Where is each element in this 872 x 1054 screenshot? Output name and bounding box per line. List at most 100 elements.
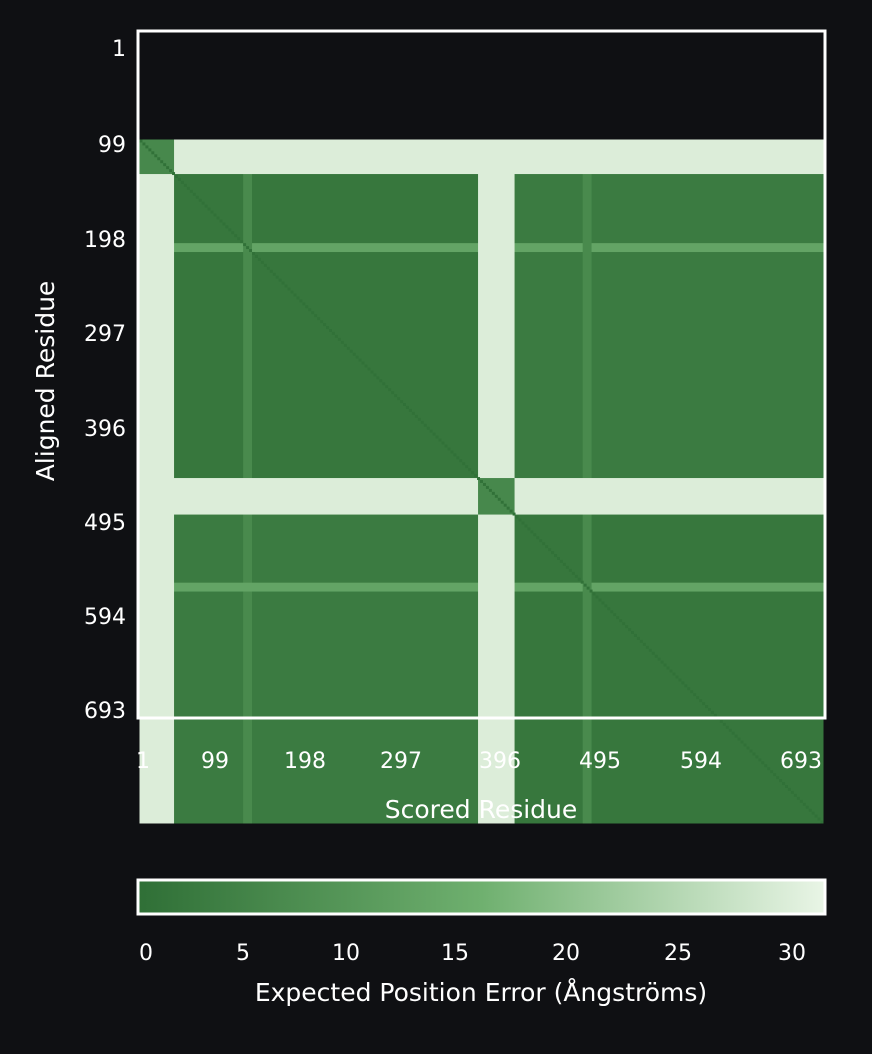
heatmap-diagonal-cell — [373, 373, 377, 377]
heatmap-border — [136, 29, 827, 720]
heatmap-diagonal-cell — [728, 728, 732, 732]
x-tick-label: 495 — [579, 749, 621, 774]
heatmap-diagonal-cell — [287, 287, 291, 291]
heatmap-diagonal-cell — [518, 518, 522, 522]
heatmap-cells — [139, 139, 824, 824]
heatmap-diagonal-cell — [752, 752, 756, 756]
heatmap-diagonal-cell — [702, 702, 706, 706]
heatmap-diagonal-cell — [260, 260, 264, 264]
y-tick-label: 99 — [98, 133, 126, 158]
heatmap-diagonal-cell — [758, 758, 762, 762]
heatmap-diagonal-cell — [213, 213, 217, 217]
heatmap-diagonal-cell — [648, 648, 652, 652]
heatmap-diagonal-cell — [257, 257, 261, 261]
heatmap-diagonal-cell — [595, 595, 599, 599]
heatmap-diagonal-cell — [669, 669, 673, 673]
heatmap-diagonal-cell — [376, 376, 380, 380]
y-axis: 1 99 198 297 396 495 594 693 Aligned Res… — [31, 37, 126, 724]
heatmap-diagonal-cell — [814, 814, 818, 818]
heatmap-diagonal-cell — [639, 639, 643, 643]
heatmap-diagonal-cell — [272, 272, 276, 276]
heatmap-diagonal-cell — [785, 785, 788, 788]
heatmap-diagonal-cell — [343, 343, 347, 347]
heatmap-diagonal-cell — [663, 663, 667, 667]
heatmap-diagonal-cell — [382, 382, 386, 386]
heatmap-diagonal-cell — [820, 820, 824, 824]
heatmap-diagonal-cell — [329, 329, 332, 332]
heatmap-diagonal-cell — [397, 397, 401, 401]
heatmap-diagonal-cell — [364, 364, 368, 368]
heatmap-diagonal-cell — [515, 515, 519, 519]
heatmap-diagonal-cell — [450, 450, 454, 454]
heatmap-diagonal-cell — [548, 548, 552, 552]
heatmap-diagonal-cell — [660, 660, 664, 664]
heatmap-diagonal-cell — [622, 622, 626, 626]
heatmap-diagonal-cell — [305, 305, 309, 309]
colorbar-tick-label: 30 — [778, 941, 806, 966]
heatmap-diagonal-cell — [787, 787, 791, 791]
heatmap-diagonal-cell — [480, 480, 483, 483]
heatmap-diagonal-cell — [636, 636, 640, 640]
heatmap-diagonal-cell — [485, 485, 489, 489]
heatmap-diagonal-cell — [222, 222, 226, 226]
heatmap-diagonal-cell — [776, 776, 780, 780]
heatmap-diagonal-cell — [426, 426, 430, 430]
heatmap-diagonal-cell — [796, 796, 800, 800]
heatmap-diagonal-cell — [435, 435, 439, 439]
heatmap-diagonal-cell — [314, 314, 318, 318]
heatmap-diagonal-cell — [616, 616, 620, 620]
heatmap-diagonal-cell — [417, 417, 421, 421]
heatmap-diagonal-cell — [151, 151, 155, 155]
heatmap-diagonal-cell — [192, 192, 196, 196]
heatmap-diagonal-cell — [148, 148, 152, 152]
y-tick-label: 297 — [84, 322, 126, 347]
heatmap-diagonal-cell — [693, 693, 697, 697]
heatmap-diagonal-cell — [198, 198, 202, 202]
heatmap-diagonal-cell — [186, 186, 190, 190]
heatmap-diagonal-cell — [725, 725, 729, 729]
heatmap-diagonal-cell — [281, 281, 285, 285]
heatmap-diagonal-cell — [740, 740, 744, 744]
heatmap-diagonal-cell — [574, 574, 578, 578]
heatmap-diagonal-cell — [346, 346, 350, 350]
heatmap-diagonal-cell — [189, 189, 193, 193]
colorbar-tick-label: 10 — [332, 941, 360, 966]
heatmap-diagonal-cell — [642, 642, 646, 646]
heatmap-diagonal-cell — [471, 471, 475, 475]
heatmap-diagonal-cell — [592, 592, 596, 596]
heatmap-diagonal-cell — [166, 166, 170, 170]
heatmap-diagonal-cell — [770, 770, 774, 774]
x-axis: 1 99 198 297 396 495 594 693 Scored Resi… — [136, 749, 822, 824]
heatmap-diagonal-cell — [252, 252, 255, 255]
colorbar-tick-label: 25 — [664, 941, 692, 966]
heatmap-diagonal-cell — [269, 269, 273, 273]
heatmap-diagonal-cell — [278, 278, 282, 282]
heatmap-diagonal-cell — [183, 183, 187, 187]
heatmap-diagonal-cell — [746, 746, 750, 750]
heatmap-diagonal-cell — [462, 462, 466, 466]
heatmap-diagonal-cell — [405, 405, 409, 409]
y-tick-label: 594 — [84, 605, 126, 630]
heatmap-diagonal-cell — [284, 284, 288, 288]
heatmap-diagonal-cell — [326, 326, 330, 330]
heatmap-diagonal-cell — [340, 340, 344, 344]
heatmap-diagonal-cell — [710, 710, 714, 714]
heatmap-diagonal-cell — [216, 216, 220, 220]
heatmap-diagonal-cell — [293, 293, 297, 297]
x-tick-label: 99 — [201, 749, 229, 774]
heatmap-diagonal-cell — [249, 249, 253, 253]
heatmap-diagonal-cell — [385, 385, 389, 389]
heatmap-plot-area — [136, 29, 827, 824]
heatmap-diagonal-cell — [243, 243, 247, 247]
heatmap-diagonal-cell — [790, 790, 794, 794]
heatmap-diagonal-cell — [349, 349, 353, 353]
heatmap-diagonal-cell — [311, 311, 315, 315]
heatmap-diagonal-cell — [394, 394, 398, 398]
heatmap-diagonal-cell — [317, 317, 321, 321]
heatmap-diagonal-cell — [177, 177, 181, 181]
heatmap-diagonal-cell — [231, 231, 235, 235]
heatmap-diagonal-cell — [607, 607, 611, 611]
colorbar-tick-label: 15 — [441, 941, 469, 966]
heatmap-diagonal-cell — [613, 613, 617, 617]
